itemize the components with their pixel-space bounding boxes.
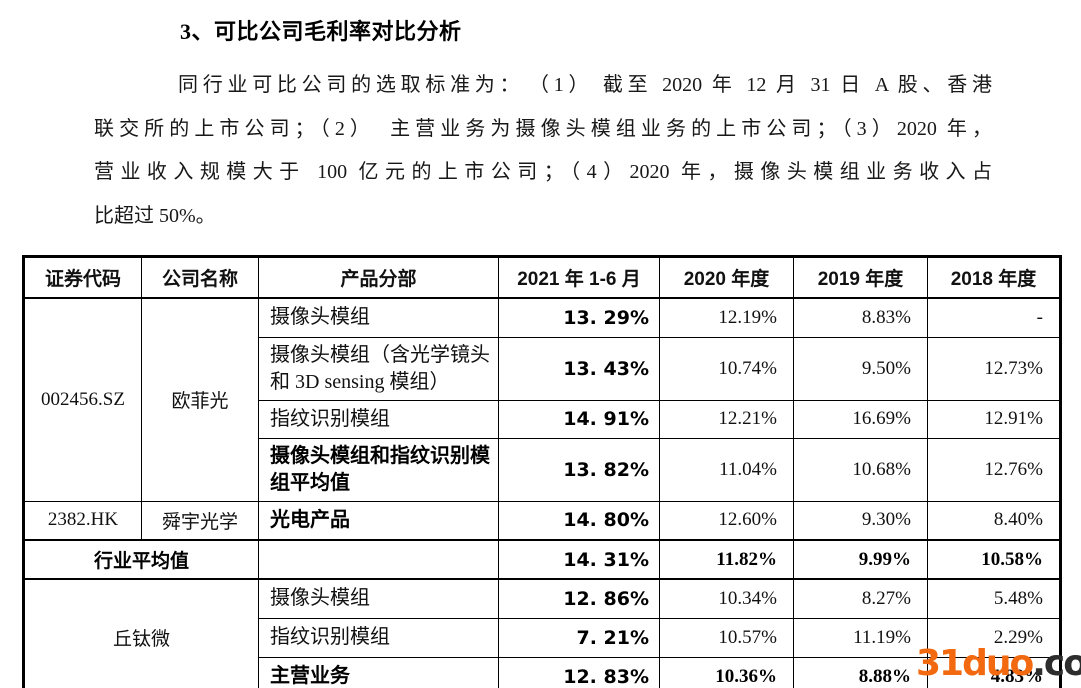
cell-2018-value: 12.73% (927, 336, 1061, 401)
cell-2021-value: 13. 82% (498, 437, 660, 502)
cell-2019-value: 8.83% (793, 297, 928, 338)
col-header-2021: 2021 年 1-6 月 (498, 256, 660, 299)
col-header-segment: 产品分部 (258, 256, 499, 299)
cell-2019-value: 9.50% (793, 336, 928, 401)
cell-2019-value: 11.19% (793, 617, 928, 658)
cell-2018-value: 12.91% (927, 399, 1061, 439)
paragraph-line: 联交所的上市公司；（2） 主营业务为摄像头模组业务的上市公司；（3）2020 年… (94, 117, 992, 140)
cell-2021-value: 7. 21% (498, 617, 660, 658)
col-header-2019: 2019 年度 (793, 256, 928, 299)
cell-2020-value: 10.74% (659, 336, 794, 401)
cell-segment-empty (258, 539, 499, 580)
cell-company-name: 欧菲光 (141, 297, 259, 502)
margin-comparison-table: 证券代码 公司名称 产品分部 2021 年 1-6 月 2020 年度 2019… (22, 255, 1062, 688)
cell-2021-value: 12. 83% (498, 656, 660, 688)
col-header-code: 证券代码 (23, 256, 142, 299)
col-header-2018: 2018 年度 (927, 256, 1061, 299)
cell-2021-value: 14. 91% (498, 399, 660, 439)
table-row: 摄像头模组（含光学镜头和 3D sensing 模组） 13. 43% 10.7… (23, 336, 1061, 401)
table-row: 2382.HK 舜宇光学 光电产品 14. 80% 12.60% 9.30% 8… (23, 500, 1061, 541)
cell-2020-value: 10.36% (659, 656, 794, 688)
cell-2018-value: 5.48% (927, 578, 1061, 619)
site-watermark: 31duo.com (916, 643, 1081, 684)
cell-2021-value: 12. 86% (498, 578, 660, 619)
cell-2020-value: 11.82% (659, 539, 794, 580)
cell-2020-value: 12.21% (659, 399, 794, 439)
table-row: 指纹识别模组 14. 91% 12.21% 16.69% 12.91% (23, 399, 1061, 439)
cell-segment: 摄像头模组和指纹识别模组平均值 (258, 437, 499, 502)
watermark-brand-text: 31duo (916, 643, 1034, 684)
cell-segment: 光电产品 (258, 500, 499, 541)
cell-segment: 摄像头模组 (258, 578, 499, 619)
paragraph-line: 营业收入规模大于 100 亿元的上市公司；（4）2020 年，摄像头模组业务收入… (94, 161, 992, 183)
cell-2019-value: 16.69% (793, 399, 928, 439)
cell-segment: 摄像头模组 (258, 297, 499, 338)
cell-2021-value: 13. 43% (498, 336, 660, 401)
cell-stock-code: 2382.HK (23, 500, 142, 541)
paragraph-line: 比超过 50%。 (94, 204, 216, 227)
cell-company-name: 舜宇光学 (141, 500, 259, 541)
cell-segment: 摄像头模组（含光学镜头和 3D sensing 模组） (258, 336, 499, 401)
col-header-company: 公司名称 (141, 256, 259, 299)
col-header-2020: 2020 年度 (659, 256, 794, 299)
cell-company-name: 丘钛微 (23, 578, 259, 688)
cell-2019-value: 8.88% (793, 656, 928, 688)
cell-2018-value: 8.40% (927, 500, 1061, 541)
cell-2021-value: 13. 29% (498, 297, 660, 338)
cell-2018-value: 10.58% (927, 539, 1061, 580)
cell-2018-value: - (927, 297, 1061, 338)
cell-2020-value: 12.19% (659, 297, 794, 338)
cell-segment: 指纹识别模组 (258, 399, 499, 439)
cell-2020-value: 12.60% (659, 500, 794, 541)
table-row: 主营业务 12. 83% 10.36% 8.88% 4.83% (23, 656, 1061, 688)
cell-industry-average-label: 行业平均值 (23, 539, 259, 580)
cell-2018-value: 4.83% (927, 656, 1061, 688)
paragraph-line: 同行业可比公司的选取标准为： （1） 截至 2020 年 12 月 31 日 A… (178, 74, 992, 96)
cell-2019-value: 9.30% (793, 500, 928, 541)
cell-2020-value: 10.57% (659, 617, 794, 658)
cell-2019-value: 8.27% (793, 578, 928, 619)
cell-segment: 主营业务 (258, 656, 499, 688)
section-heading: 3、可比公司毛利率对比分析 (180, 19, 462, 44)
industry-average-row: 行业平均值 14. 31% 11.82% 9.99% 10.58% (23, 539, 1061, 580)
cell-2021-value: 14. 80% (498, 500, 660, 541)
cell-2021-value: 14. 31% (498, 539, 660, 580)
criteria-paragraph: 同行业可比公司的选取标准为： （1） 截至 2020 年 12 月 31 日 A… (94, 64, 992, 238)
cell-segment: 指纹识别模组 (258, 617, 499, 658)
watermark-suffix-text: .com (1032, 643, 1081, 684)
table-row: 丘钛微 摄像头模组 12. 86% 10.34% 8.27% 5.48% (23, 578, 1061, 688)
table-row: 摄像头模组和指纹识别模组平均值 13. 82% 11.04% 10.68% 12… (23, 437, 1061, 502)
cell-2020-value: 11.04% (659, 437, 794, 502)
table-row: 002456.SZ 欧菲光 摄像头模组 13. 29% 12.19% 8.83%… (23, 297, 1061, 502)
cell-2019-value: 9.99% (793, 539, 928, 580)
cell-2020-value: 10.34% (659, 578, 794, 619)
table-header-row: 证券代码 公司名称 产品分部 2021 年 1-6 月 2020 年度 2019… (23, 256, 1061, 299)
cell-2019-value: 10.68% (793, 437, 928, 502)
cell-2018-value: 12.76% (927, 437, 1061, 502)
cell-stock-code: 002456.SZ (23, 297, 142, 502)
